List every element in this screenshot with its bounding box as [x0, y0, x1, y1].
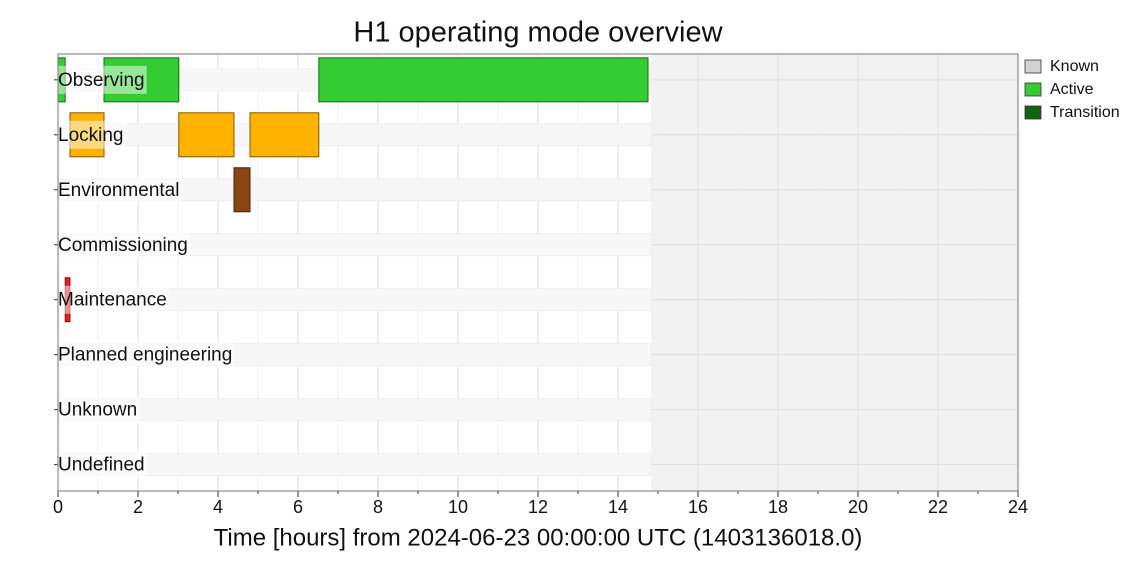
x-tick-label: 20 [848, 497, 868, 517]
legend-swatch [1024, 82, 1042, 97]
x-tick-label: 4 [213, 497, 223, 517]
x-tick-label: 10 [448, 497, 468, 517]
row-label-background [58, 65, 147, 94]
row-label-background [58, 120, 126, 149]
row-label-background [58, 175, 182, 204]
known-segment [57, 453, 652, 477]
active-segment [249, 112, 320, 158]
active-segment [233, 167, 251, 213]
x-tick-label: 6 [293, 497, 303, 517]
x-tick-label: 0 [53, 497, 63, 517]
x-tick-label: 24 [1008, 497, 1028, 517]
row-label-background [58, 395, 140, 424]
x-tick-label: 18 [768, 497, 788, 517]
row-label: Observing [58, 70, 145, 91]
x-axis-label: Time [hours] from 2024-06-23 00:00:00 UT… [214, 524, 863, 551]
known-segment [57, 123, 652, 147]
row-label-background [58, 285, 169, 314]
legend-swatch [1024, 59, 1042, 74]
row-label: Environmental [58, 180, 179, 201]
row-label: Undefined [58, 455, 145, 476]
row-label: Locking [58, 125, 124, 146]
legend-label: Active [1050, 81, 1094, 98]
active-segment [178, 112, 235, 158]
row-label-background [58, 230, 190, 259]
x-tick-label: 12 [528, 497, 548, 517]
legend-label: Known [1050, 58, 1099, 75]
row-label: Maintenance [58, 290, 167, 311]
row-label-background [58, 340, 235, 369]
no-data-region [651, 54, 1018, 491]
x-tick-label: 14 [608, 497, 628, 517]
chart-title: H1 operating mode overview [353, 17, 723, 49]
active-segment [318, 57, 649, 103]
row-label: Unknown [58, 400, 137, 421]
x-tick-label: 8 [373, 497, 383, 517]
row-label: Planned engineering [58, 345, 232, 366]
row-label: Commissioning [58, 235, 188, 256]
legend-swatch [1024, 105, 1042, 120]
legend-label: Transition [1050, 104, 1120, 121]
known-segment [57, 398, 652, 422]
plot-frame [57, 53, 1019, 492]
row-label-background [58, 450, 147, 479]
x-tick-label: 2 [133, 497, 143, 517]
x-tick-label: 22 [928, 497, 948, 517]
x-tick-label: 16 [688, 497, 708, 517]
